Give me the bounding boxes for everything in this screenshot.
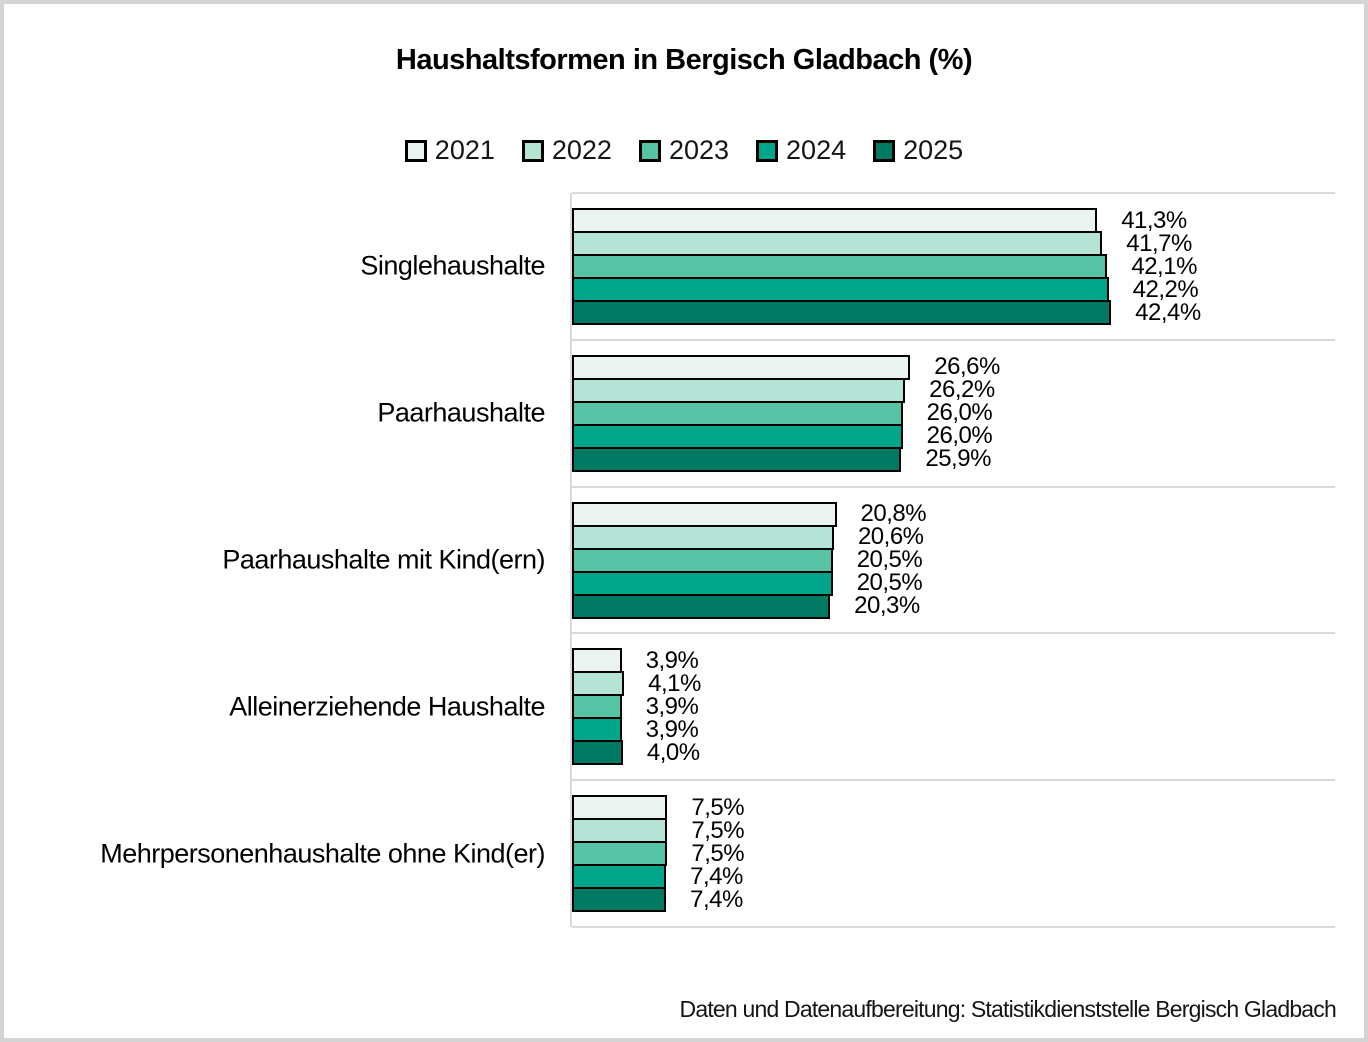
bar-2021 [572, 354, 911, 380]
category-axis-line [570, 193, 572, 927]
legend-swatch-2023 [638, 139, 661, 162]
gridline [572, 926, 1335, 928]
bar-2025 [572, 300, 1112, 325]
gridline [572, 779, 1335, 782]
category-label: Alleinerziehende Haushalte [229, 691, 545, 722]
bar-2025 [572, 740, 623, 766]
bar-value-label: 4,0% [646, 738, 700, 766]
bar-2023 [572, 841, 668, 867]
plot-area: 41,3% 41,7% 42,1% 42,2% 42,4% 26,6% 26,2% 26,0%… [570, 192, 1335, 928]
category-label: Singlehaushalte [360, 250, 545, 281]
chart-title: Haushaltsformen in Bergisch Gladbach (%) [395, 44, 973, 76]
bar-2025 [572, 887, 667, 913]
bar-value-label: 7,5% [691, 839, 745, 867]
bar-2025 [572, 593, 831, 619]
legend-swatch-2025 [873, 139, 896, 162]
legend-item-2021: 2021 [404, 135, 495, 166]
bar-2023 [572, 547, 833, 573]
legend-swatch-2021 [404, 139, 427, 162]
gridline [572, 338, 1335, 341]
bar-2025 [572, 446, 902, 472]
category-label: Mehrpersonenhaushalte ohne Kind(er) [100, 838, 545, 869]
legend-item-2025: 2025 [873, 135, 963, 166]
bar-value-label: 20,8% [860, 500, 927, 528]
legend: 2021 2022 2023 2024 2025 [4, 135, 1364, 166]
bar-value-label: 25,9% [925, 445, 991, 473]
gridline [572, 192, 1335, 194]
bar-value-label: 20,3% [854, 592, 920, 620]
bar-value-label: 7,5% [691, 793, 745, 821]
bar-value-label: 20,6% [857, 523, 924, 551]
legend-label-2021: 2021 [434, 135, 495, 165]
bar-2021 [572, 648, 622, 674]
bar-value-label: 42,2% [1132, 275, 1199, 303]
bar-value-label: 7,4% [690, 885, 743, 913]
legend-swatch-2024 [756, 139, 779, 162]
bar-value-label: 41,7% [1126, 229, 1192, 257]
bar-value-label: 42,4% [1135, 298, 1201, 326]
bar-2024 [572, 864, 667, 890]
bar-value-label: 26,2% [929, 376, 995, 404]
bar-2022 [572, 818, 668, 844]
bar-value-label: 26,0% [926, 422, 993, 450]
gridline [572, 632, 1335, 635]
bar-value-label: 7,5% [691, 816, 745, 844]
legend-label-2023: 2023 [668, 135, 730, 165]
bar-value-label: 4,1% [648, 669, 701, 697]
legend-label-2025: 2025 [903, 135, 964, 165]
gridline [572, 485, 1335, 488]
bar-value-label: 26,6% [934, 353, 1000, 381]
legend-label-2022: 2022 [551, 135, 612, 165]
bar-value-label: 41,3% [1121, 206, 1187, 234]
legend-item-2022: 2022 [521, 135, 612, 166]
bar-value-label: 26,0% [926, 399, 993, 427]
bar-value-label: 42,1% [1131, 252, 1197, 280]
category-axis-labels: Singlehaushalte Paarhaushalte Paarhaushalt… [4, 4, 1364, 1038]
legend-swatch-2022 [521, 139, 544, 162]
category-label: Paarhaushalte [377, 397, 545, 428]
bar-value-label: 7,4% [690, 862, 743, 890]
legend-item-2024: 2024 [756, 135, 846, 166]
bar-2024 [572, 717, 622, 743]
bar-value-label: 20,5% [856, 569, 923, 597]
bar-value-label: 3,9% [645, 646, 699, 674]
category-label: Paarhaushalte mit Kind(ern) [222, 544, 545, 575]
bar-value-label: 3,9% [645, 715, 699, 743]
legend-label-2024: 2024 [786, 135, 847, 165]
bar-value-label: 20,5% [856, 546, 923, 574]
footer-credit: Daten und Datenaufbereitung: Statistikdi… [679, 996, 1337, 1022]
legend-item-2023: 2023 [638, 135, 730, 166]
bar-value-label: 3,9% [645, 692, 699, 720]
